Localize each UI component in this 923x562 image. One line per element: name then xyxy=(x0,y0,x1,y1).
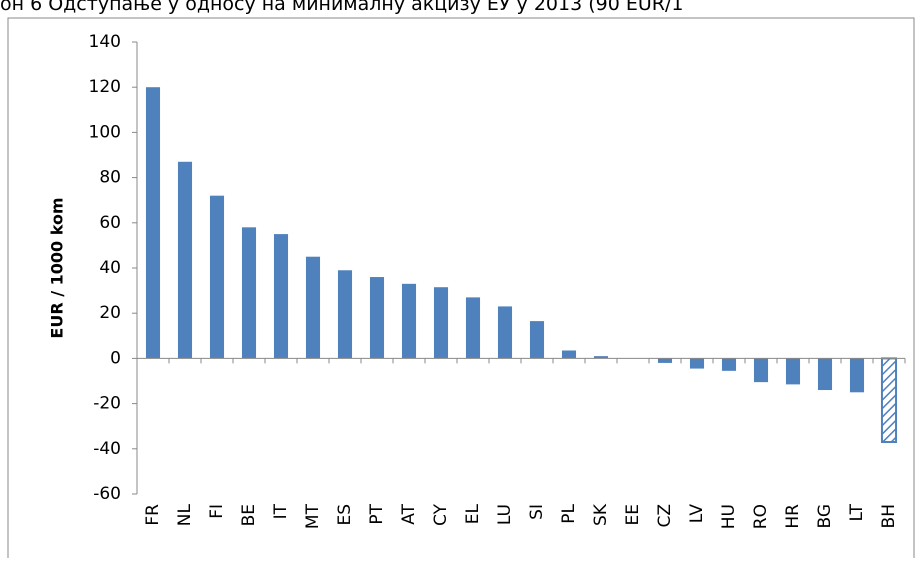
x-tick-label: AT xyxy=(399,503,419,524)
x-tick-label: SK xyxy=(591,503,611,526)
y-tick-label: 140 xyxy=(89,32,121,52)
x-tick-label: FI xyxy=(207,504,227,519)
bar xyxy=(209,195,225,359)
bar xyxy=(337,270,353,359)
bar xyxy=(880,357,898,444)
bar xyxy=(817,358,833,391)
bar xyxy=(753,358,769,383)
x-tick-label: IT xyxy=(271,503,291,519)
bar xyxy=(689,358,705,369)
x-tick-label: FR xyxy=(143,504,163,526)
bar xyxy=(561,350,577,359)
y-tick-label: 120 xyxy=(89,77,121,97)
y-axis-label: EUR / 1000 kom xyxy=(48,197,67,338)
bar xyxy=(849,358,865,393)
y-tick-label: -20 xyxy=(93,394,121,414)
x-tick-label: BH xyxy=(879,504,899,528)
x-tick-label: ES xyxy=(335,504,355,526)
bar xyxy=(305,256,321,359)
bar xyxy=(433,287,449,359)
x-tick-label: MT xyxy=(303,503,323,529)
x-tick-label: SI xyxy=(527,504,547,520)
y-tick-label: 40 xyxy=(99,258,121,278)
x-tick-label: HU xyxy=(719,504,739,529)
x-tick-label: HR xyxy=(783,504,803,529)
bar xyxy=(593,356,609,359)
bar xyxy=(177,161,193,359)
x-tick-label: EE xyxy=(623,504,643,525)
bar xyxy=(529,321,545,359)
y-tick-label: 100 xyxy=(89,122,121,142)
bar xyxy=(273,234,289,359)
x-tick-label: PT xyxy=(367,503,387,524)
y-tick-label: 0 xyxy=(110,348,121,368)
x-tick-label: BE xyxy=(239,504,259,526)
bar xyxy=(145,87,161,359)
chart-frame xyxy=(7,17,915,562)
y-tick-label: 80 xyxy=(99,168,121,188)
bar xyxy=(369,277,385,359)
y-tick-label: -40 xyxy=(93,439,121,459)
y-tick-label: 20 xyxy=(99,303,121,323)
x-tick-label: LT xyxy=(847,503,867,521)
x-tick-label: CZ xyxy=(655,504,675,528)
y-tick-label: -60 xyxy=(93,484,121,504)
bar xyxy=(241,227,257,359)
x-tick-label: EL xyxy=(463,503,483,524)
bar xyxy=(785,358,801,385)
bar xyxy=(401,283,417,359)
x-tick-label: NL xyxy=(175,503,195,526)
x-tick-label: LV xyxy=(687,504,707,524)
x-tick-label: PL xyxy=(559,503,579,523)
chart-title: он 6 Одступање у односу на минималну акц… xyxy=(0,0,683,15)
bar xyxy=(657,358,673,363)
bar xyxy=(465,297,481,359)
x-tick-label: BG xyxy=(815,504,835,529)
bar xyxy=(721,358,737,371)
x-tick-label: LU xyxy=(495,504,515,525)
x-tick-label: CY xyxy=(431,503,451,526)
bar xyxy=(497,306,513,359)
y-tick-label: 60 xyxy=(99,213,121,233)
x-tick-label: RO xyxy=(751,504,771,529)
